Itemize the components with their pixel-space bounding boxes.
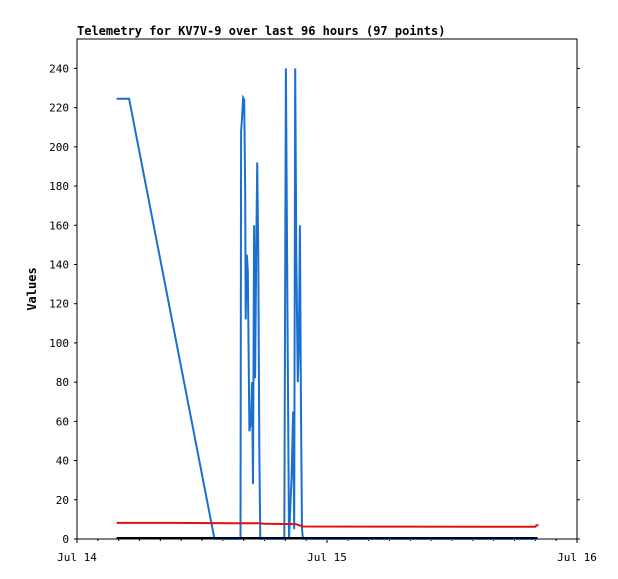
- plot-frame: [76, 38, 578, 540]
- y-axis: 0 20 40 60 80 100 120 140 160 180 200 220 240: [49, 62, 580, 546]
- x-tick-label: Jul 16: [557, 551, 597, 564]
- y-tick-label: 140: [49, 258, 69, 271]
- y-axis-label: Values: [25, 267, 39, 310]
- y-tick-label: 60: [56, 415, 69, 428]
- chart-title: Telemetry for KV7V-9 over last 96 hours …: [77, 24, 445, 38]
- series-line-2: [116, 521, 539, 528]
- x-tick-label: Jul 15: [307, 551, 347, 564]
- y-tick-label: 100: [49, 337, 69, 350]
- y-tick-label: 20: [56, 494, 69, 507]
- series-layer: [116, 68, 539, 540]
- y-tick-label: 240: [49, 62, 69, 75]
- y-tick-label: 200: [49, 141, 69, 154]
- y-tick-label: 220: [49, 102, 69, 115]
- y-tick-label: 180: [49, 180, 69, 193]
- y-tick-label: 80: [56, 376, 69, 389]
- y-tick-label: 0: [62, 533, 69, 546]
- y-tick-label: 120: [49, 298, 69, 311]
- y-tick-label: 40: [56, 455, 69, 468]
- x-tick-label: Jul 14: [57, 551, 97, 564]
- series-line-1: [116, 68, 538, 540]
- y-tick-label: 160: [49, 219, 69, 232]
- x-axis: Jul 14 Jul 15 Jul 16: [57, 539, 597, 564]
